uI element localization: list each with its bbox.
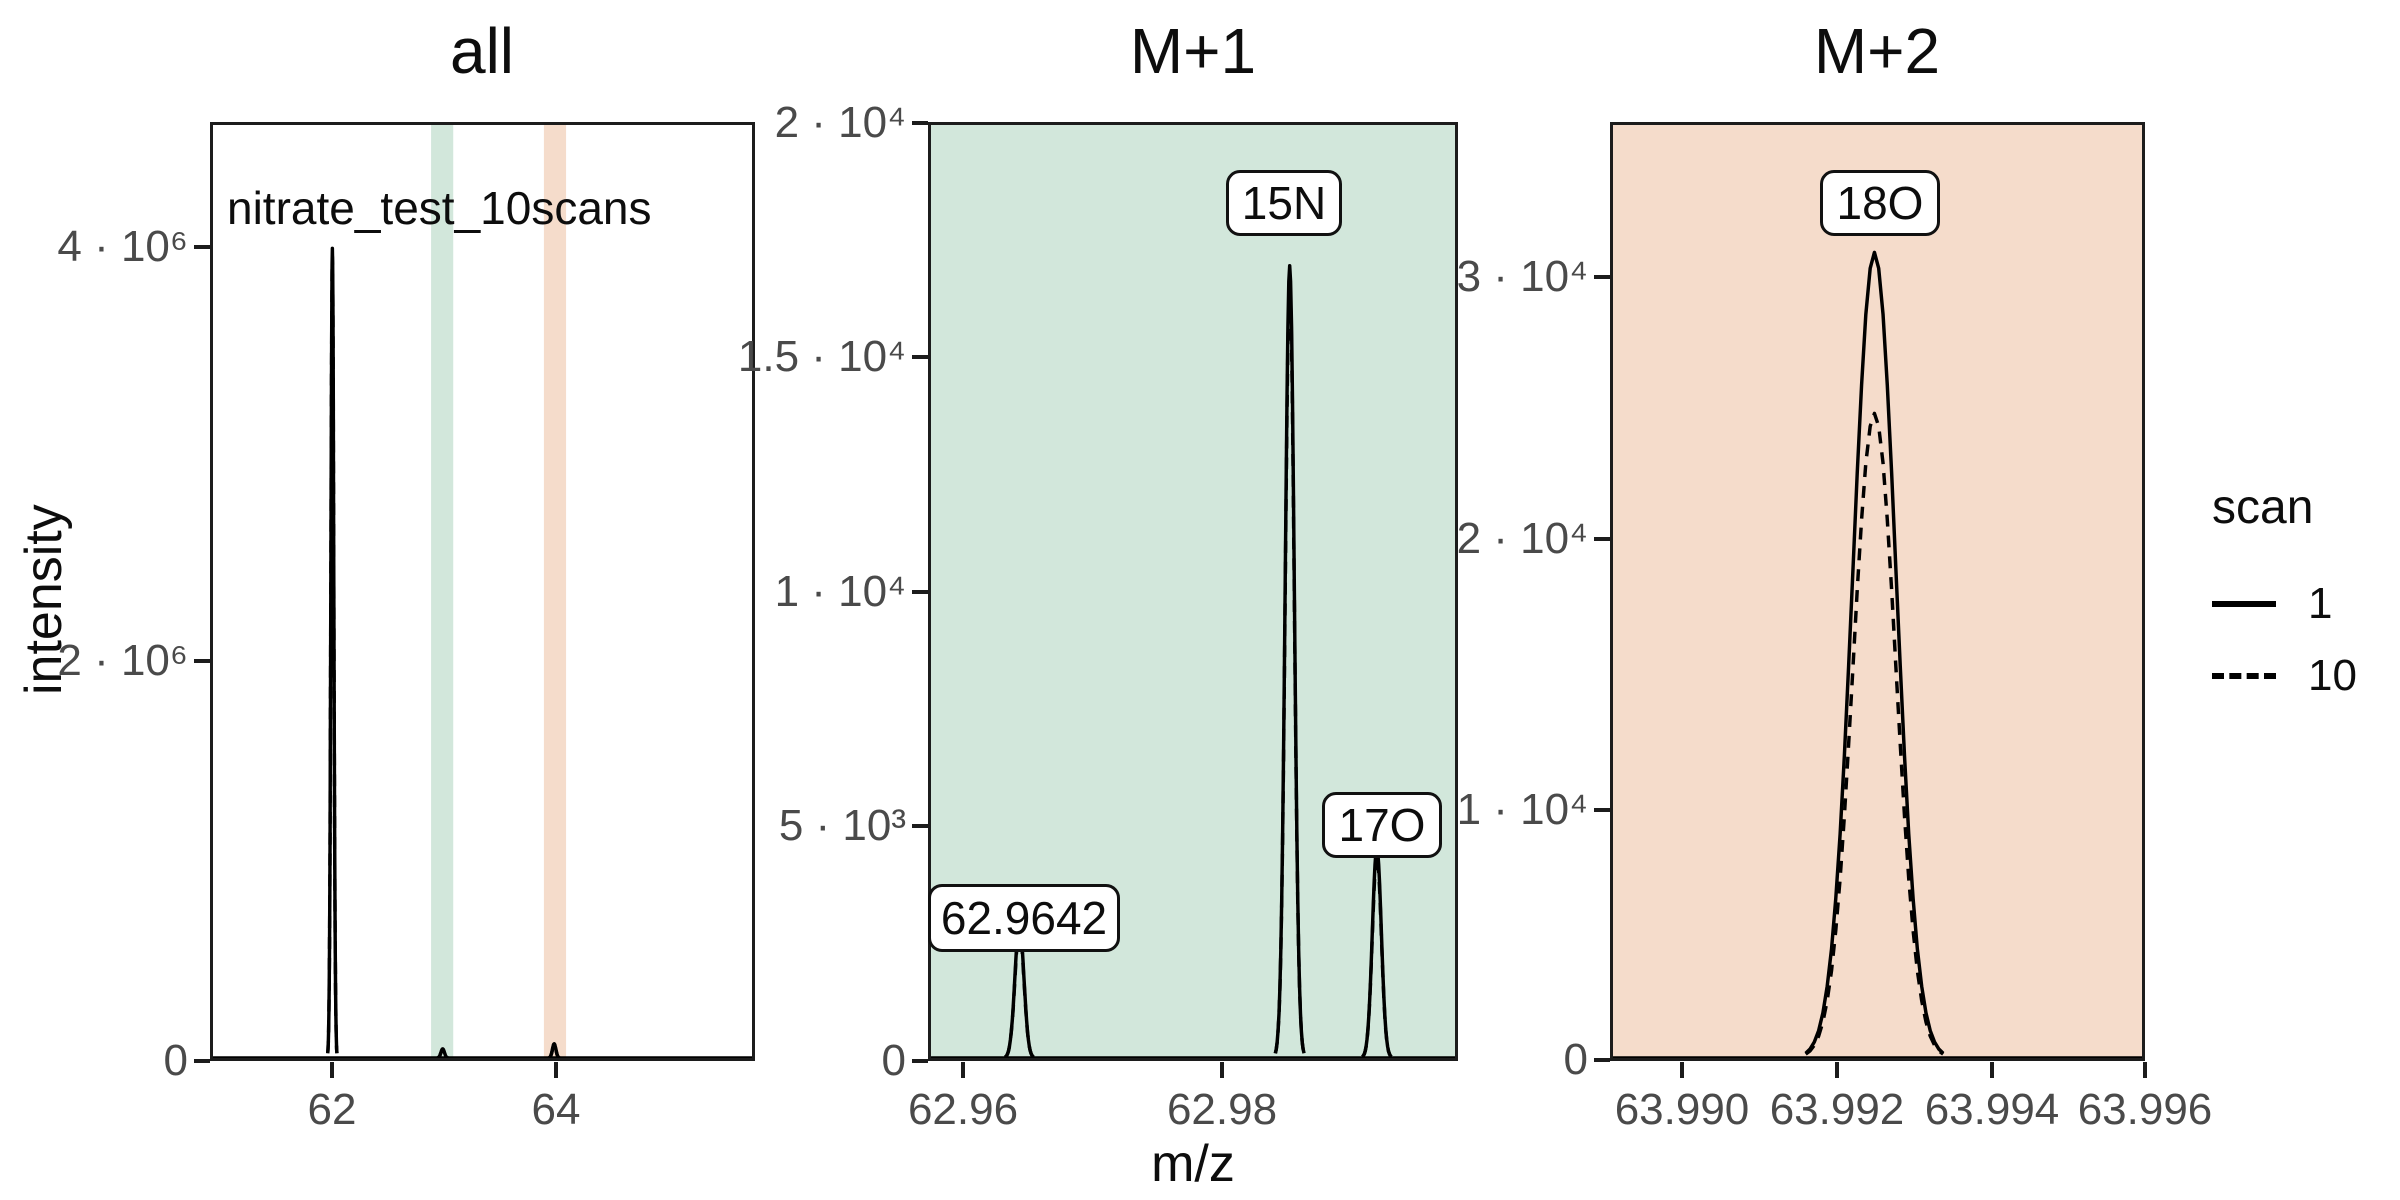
ytick-mark <box>912 590 928 594</box>
xtick-63-994: 63.994 <box>1924 1085 2060 1134</box>
solid-line-key-icon <box>2212 601 2276 607</box>
peak-scan10 <box>1361 853 1393 1058</box>
ytick-all-4e6: 4 · 10⁶ <box>57 222 188 271</box>
ytick-mark <box>194 659 210 663</box>
panel-all: nitrate_test_10scans <box>210 122 755 1061</box>
ytick-m1-15e3: 1.5 · 10⁴ <box>737 332 906 381</box>
peak-scan1 <box>1273 263 1306 1054</box>
legend-entry-label: 1 <box>2308 579 2333 628</box>
legend-title: scan <box>2212 481 2314 534</box>
xtick-63-992: 63.992 <box>1769 1085 1905 1134</box>
peak-scan10 <box>1273 282 1306 1054</box>
xtick-62: 62 <box>307 1085 357 1134</box>
ytick-m2-0: 0 <box>1563 1035 1588 1084</box>
legend-entry-scan10: 10 <box>2200 641 2400 713</box>
x-axis-title: m/z <box>1151 1135 1235 1193</box>
ytick-all-0: 0 <box>163 1036 188 1085</box>
peak-label-15n: 15N <box>1226 170 1342 236</box>
ytick-m1-1e4: 1 · 10⁴ <box>774 567 906 616</box>
peak-scan10 <box>435 1047 450 1058</box>
peak-label-18o: 18O <box>1820 170 1940 236</box>
facet-title-m1: M+1 <box>1129 15 1257 87</box>
peak-scan1 <box>1804 250 1945 1055</box>
ytick-mark <box>912 1059 928 1063</box>
peak-scan10 <box>1804 411 1945 1056</box>
ytick-m2-3e4: 3 · 10⁴ <box>1456 252 1588 301</box>
xtick-mark <box>1680 1062 1684 1078</box>
xtick-63-996: 63.996 <box>2077 1085 2213 1134</box>
xtick-62-96: 62.96 <box>907 1085 1019 1134</box>
file-annotation: nitrate_test_10scans <box>227 182 652 234</box>
xtick-mark <box>330 1062 334 1078</box>
xtick-mark <box>2143 1062 2147 1078</box>
ytick-mark <box>194 245 210 249</box>
peak-label-62-9642: 62.9642 <box>928 884 1120 952</box>
peak-scan10 <box>325 254 339 1054</box>
ytick-mark <box>194 1059 210 1063</box>
ytick-m2-1e4: 1 · 10⁴ <box>1456 785 1588 834</box>
plot-area-m2 <box>1613 250 2142 1058</box>
ytick-mark <box>912 355 928 359</box>
ytick-mark <box>912 824 928 828</box>
panel-m2 <box>1610 122 2145 1061</box>
xtick-63-990: 63.990 <box>1614 1085 1750 1134</box>
xtick-mark <box>1990 1062 1994 1078</box>
y-axis-title: intensity <box>15 504 73 696</box>
ytick-m1-2e4: 2 · 10⁴ <box>774 98 906 147</box>
ytick-mark <box>1594 1058 1610 1062</box>
legend-entry-scan1: 1 <box>2200 569 2400 641</box>
peak-scan10 <box>547 1043 562 1058</box>
highlight-band <box>431 125 454 1058</box>
legend: scan 1 10 <box>2200 480 2400 713</box>
facet-title-all: all <box>449 15 515 87</box>
highlight-band <box>543 125 567 1058</box>
ytick-m2-2e4: 2 · 10⁴ <box>1456 514 1588 563</box>
ytick-all-2e6: 2 · 10⁶ <box>57 636 188 685</box>
ytick-mark <box>1594 808 1610 812</box>
ytick-m1-5e3: 5 · 10³ <box>778 801 906 850</box>
ytick-mark <box>912 121 928 125</box>
ytick-mark <box>1594 537 1610 541</box>
xtick-64: 64 <box>531 1085 581 1134</box>
xtick-mark <box>961 1062 965 1078</box>
xtick-62-98: 62.98 <box>1166 1085 1278 1134</box>
dashed-line-key-icon <box>2212 673 2276 679</box>
xtick-mark <box>1835 1062 1839 1078</box>
facet-title-m2: M+2 <box>1813 15 1941 87</box>
legend-entry-label: 10 <box>2308 651 2357 700</box>
ytick-m1-0: 0 <box>881 1036 906 1085</box>
xtick-mark <box>1220 1062 1224 1078</box>
plot-area-all <box>213 125 752 1058</box>
peak-label-17o: 17O <box>1322 792 1442 858</box>
xtick-mark <box>554 1062 558 1078</box>
ytick-mark <box>1594 275 1610 279</box>
